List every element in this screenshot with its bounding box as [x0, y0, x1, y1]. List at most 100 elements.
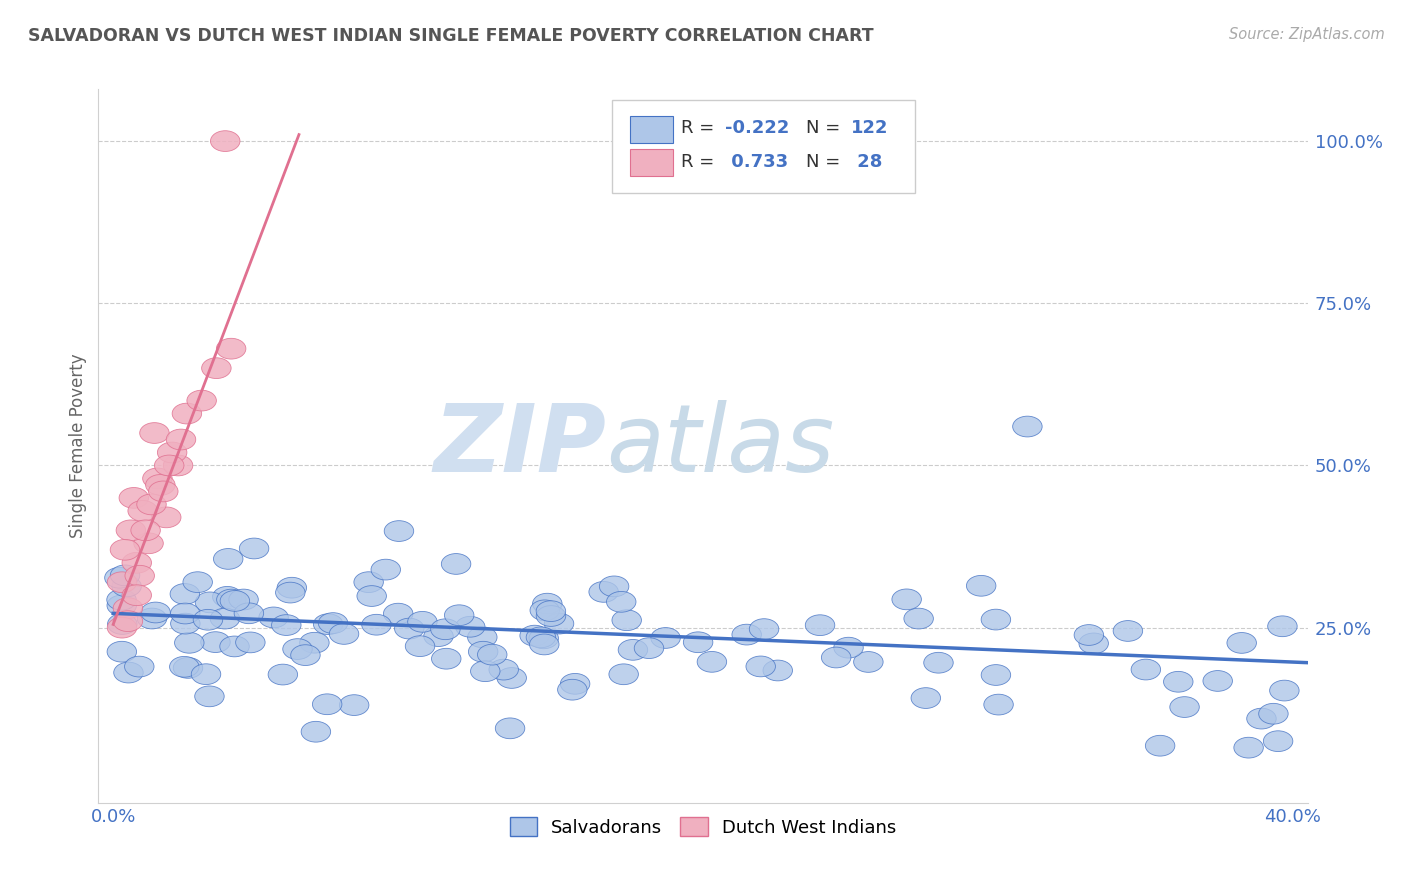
Ellipse shape	[107, 617, 136, 638]
Ellipse shape	[495, 718, 524, 739]
Ellipse shape	[212, 586, 242, 607]
Ellipse shape	[1012, 417, 1042, 437]
Ellipse shape	[117, 520, 146, 541]
Ellipse shape	[120, 488, 149, 508]
Ellipse shape	[291, 645, 321, 665]
Ellipse shape	[733, 624, 762, 645]
Ellipse shape	[408, 611, 437, 632]
Ellipse shape	[193, 609, 222, 630]
Ellipse shape	[172, 403, 201, 424]
Ellipse shape	[174, 632, 204, 653]
Ellipse shape	[139, 423, 169, 443]
Legend: Salvadorans, Dutch West Indians: Salvadorans, Dutch West Indians	[502, 810, 904, 844]
Text: SALVADORAN VS DUTCH WEST INDIAN SINGLE FEMALE POVERTY CORRELATION CHART: SALVADORAN VS DUTCH WEST INDIAN SINGLE F…	[28, 27, 873, 45]
Ellipse shape	[834, 637, 863, 658]
Ellipse shape	[1270, 681, 1299, 701]
Ellipse shape	[1074, 624, 1104, 646]
Ellipse shape	[536, 600, 565, 622]
Ellipse shape	[496, 667, 526, 689]
Ellipse shape	[173, 657, 202, 678]
Ellipse shape	[747, 656, 776, 677]
Ellipse shape	[395, 618, 425, 639]
FancyBboxPatch shape	[630, 149, 672, 177]
Ellipse shape	[423, 625, 453, 647]
Ellipse shape	[1170, 697, 1199, 717]
Ellipse shape	[201, 358, 231, 378]
Ellipse shape	[561, 673, 591, 694]
Ellipse shape	[214, 549, 243, 569]
Ellipse shape	[142, 468, 172, 489]
Ellipse shape	[128, 500, 157, 521]
Ellipse shape	[283, 639, 312, 659]
Text: N =: N =	[806, 120, 846, 137]
Text: R =: R =	[682, 153, 720, 171]
Ellipse shape	[122, 585, 152, 606]
Ellipse shape	[217, 590, 246, 610]
Ellipse shape	[155, 455, 184, 475]
Ellipse shape	[558, 680, 588, 700]
Ellipse shape	[104, 567, 134, 588]
Ellipse shape	[107, 641, 136, 662]
Ellipse shape	[110, 540, 139, 560]
Ellipse shape	[239, 538, 269, 559]
Ellipse shape	[269, 665, 298, 685]
Ellipse shape	[609, 664, 638, 685]
Text: -0.222: -0.222	[724, 120, 789, 137]
Ellipse shape	[683, 632, 713, 653]
Ellipse shape	[471, 661, 501, 681]
Ellipse shape	[339, 695, 368, 715]
Ellipse shape	[526, 627, 555, 648]
Ellipse shape	[533, 593, 562, 614]
Ellipse shape	[520, 625, 550, 646]
Ellipse shape	[1264, 731, 1294, 752]
Ellipse shape	[194, 686, 224, 706]
Ellipse shape	[146, 475, 176, 495]
Ellipse shape	[1204, 671, 1233, 691]
Ellipse shape	[384, 603, 413, 624]
Ellipse shape	[530, 634, 560, 655]
Ellipse shape	[405, 636, 434, 657]
Ellipse shape	[112, 576, 142, 597]
Ellipse shape	[195, 592, 225, 613]
Ellipse shape	[166, 429, 195, 450]
Ellipse shape	[749, 619, 779, 640]
Ellipse shape	[122, 552, 152, 574]
Ellipse shape	[354, 572, 384, 592]
Ellipse shape	[236, 632, 266, 653]
Ellipse shape	[612, 610, 641, 631]
Ellipse shape	[966, 575, 995, 596]
Ellipse shape	[211, 131, 240, 152]
Ellipse shape	[170, 657, 200, 677]
Ellipse shape	[468, 641, 498, 662]
Ellipse shape	[141, 602, 170, 623]
Ellipse shape	[157, 442, 187, 463]
Ellipse shape	[1258, 704, 1288, 724]
Ellipse shape	[191, 664, 221, 684]
Ellipse shape	[432, 648, 461, 669]
Ellipse shape	[136, 494, 166, 515]
Ellipse shape	[277, 577, 307, 599]
Ellipse shape	[183, 572, 212, 592]
Ellipse shape	[134, 533, 163, 554]
Ellipse shape	[138, 608, 167, 629]
Ellipse shape	[478, 644, 508, 665]
Ellipse shape	[589, 582, 619, 602]
Ellipse shape	[853, 651, 883, 673]
Ellipse shape	[430, 619, 460, 640]
Ellipse shape	[763, 660, 793, 681]
Ellipse shape	[107, 595, 136, 615]
Text: N =: N =	[806, 153, 846, 171]
Ellipse shape	[314, 614, 343, 634]
Text: 0.733: 0.733	[724, 153, 787, 171]
Text: ZIP: ZIP	[433, 400, 606, 492]
Ellipse shape	[1247, 708, 1277, 729]
Text: atlas: atlas	[606, 401, 835, 491]
Ellipse shape	[276, 582, 305, 603]
Ellipse shape	[229, 589, 259, 610]
Ellipse shape	[456, 616, 485, 637]
Y-axis label: Single Female Poverty: Single Female Poverty	[69, 354, 87, 538]
Ellipse shape	[371, 559, 401, 580]
Ellipse shape	[697, 651, 727, 673]
Ellipse shape	[107, 572, 136, 592]
Ellipse shape	[110, 565, 139, 586]
